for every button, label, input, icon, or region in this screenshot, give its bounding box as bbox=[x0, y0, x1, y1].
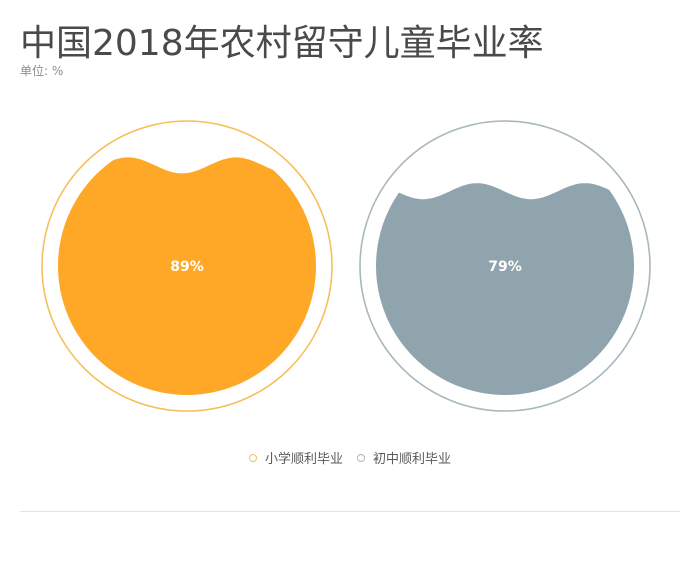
liquid-gauge-0: 89% bbox=[41, 120, 333, 412]
liquid-wave-fill bbox=[376, 183, 634, 395]
gauge-outer-ring bbox=[41, 120, 333, 412]
bottom-divider bbox=[20, 511, 680, 512]
liquid-gauge-1: 79% bbox=[359, 120, 651, 412]
legend-marker-icon bbox=[248, 453, 257, 462]
legend-label: 初中顺利毕业 bbox=[373, 452, 452, 467]
unit-label: 单位: % bbox=[20, 64, 64, 78]
liquid-wave-fill bbox=[58, 157, 316, 395]
legend: 小学顺利毕业 初中顺利毕业 bbox=[0, 448, 700, 467]
legend-marker-icon bbox=[357, 453, 365, 462]
legend-item-primary[interactable]: 小学顺利毕业 bbox=[248, 448, 343, 467]
legend-item-middle[interactable]: 初中顺利毕业 bbox=[357, 448, 451, 467]
value-label: 79% bbox=[488, 259, 522, 275]
liquid-chart: 89% 79% bbox=[41, 120, 651, 412]
legend-label: 小学顺利毕业 bbox=[264, 452, 343, 467]
value-label: 89% bbox=[170, 259, 204, 275]
chart-title: 中国2018年农村留守儿童毕业率 bbox=[20, 23, 544, 64]
gauge-outer-ring bbox=[359, 120, 651, 412]
